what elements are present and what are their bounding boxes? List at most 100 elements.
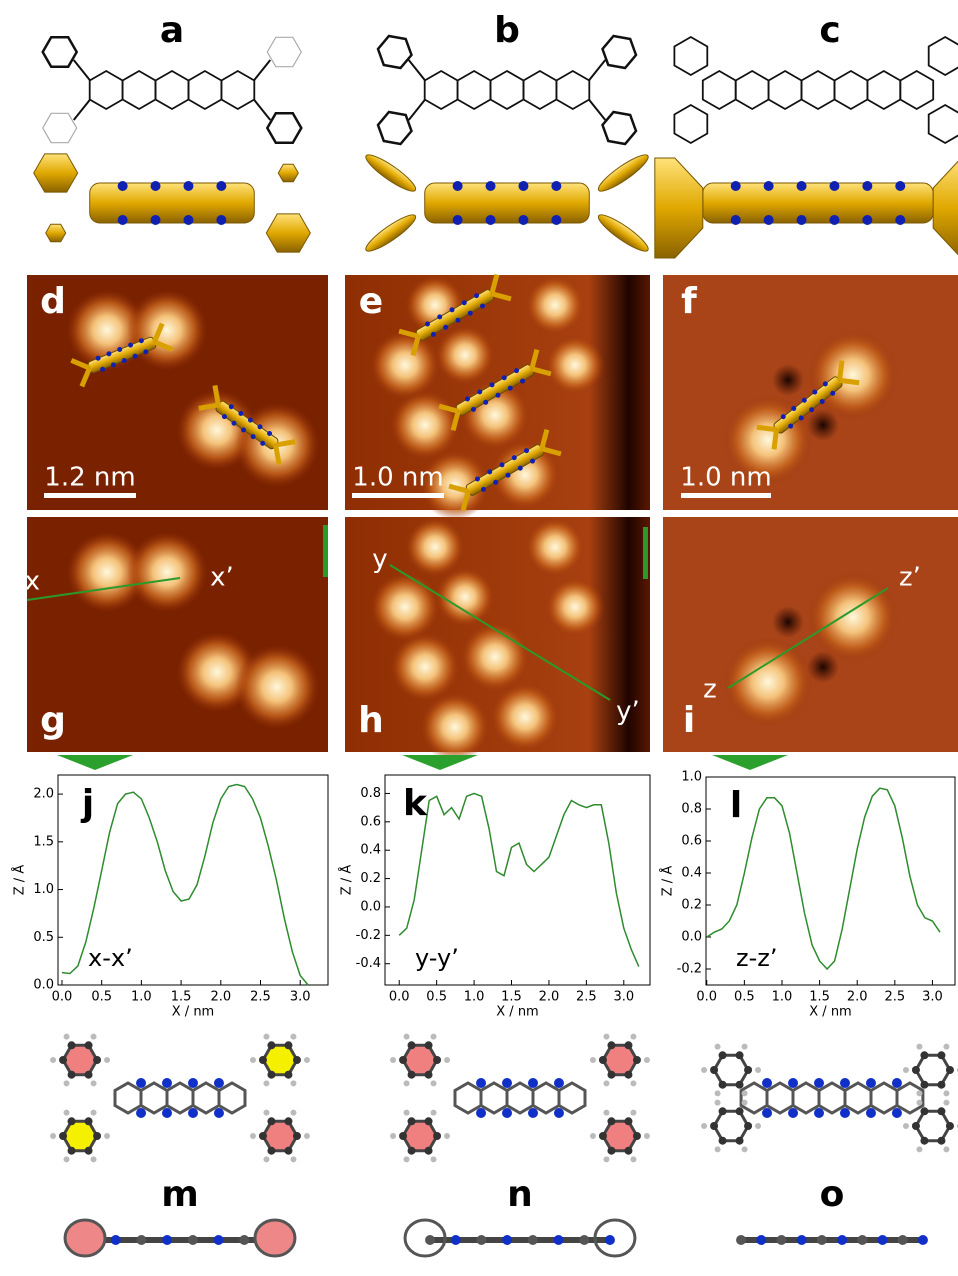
atom-h (742, 1044, 748, 1050)
atom-c (293, 1056, 301, 1064)
panel-label: i (683, 700, 695, 741)
structure-ring (43, 37, 77, 66)
x-tick-label: 0.5 (426, 990, 447, 1005)
structure-ring (524, 71, 557, 109)
atom-h (404, 1034, 410, 1040)
atom (554, 1235, 564, 1245)
stm-blob (545, 577, 605, 637)
structure-ring (835, 71, 868, 109)
bond (409, 60, 425, 80)
atom-c (920, 1107, 928, 1115)
atom-c (284, 1071, 292, 1079)
x-tick-label: 0.0 (389, 990, 410, 1005)
atom-h (263, 1034, 269, 1040)
x-tick-label: 2.5 (884, 990, 905, 1005)
y-axis-label: Z / Å (660, 866, 676, 897)
atom-n (162, 1078, 172, 1088)
atom-n (814, 1078, 824, 1088)
atom-h (715, 1044, 721, 1050)
atom-c (607, 1147, 615, 1155)
model-ring (559, 1083, 585, 1113)
structure-ring (802, 71, 835, 109)
atom (756, 1235, 766, 1245)
atom-h (50, 1057, 56, 1063)
atom-c (946, 1122, 954, 1130)
atom-c (284, 1041, 292, 1049)
model-ring (916, 1111, 950, 1140)
atom-c (85, 1147, 93, 1155)
nitrogen (486, 215, 496, 225)
atom-h (916, 1044, 922, 1050)
bond (254, 100, 270, 120)
y-tick-label: 0.8 (681, 802, 702, 817)
x-tick-label: 3.0 (290, 990, 311, 1005)
atom-c (736, 1137, 744, 1145)
atom-h (603, 1034, 609, 1040)
atom-h (590, 1057, 596, 1063)
nitrogen (895, 215, 905, 225)
atom (162, 1235, 172, 1245)
atom-h (104, 1133, 110, 1139)
atom (898, 1235, 908, 1245)
y-tick-label: 0.0 (360, 899, 381, 914)
model-ring (767, 1083, 793, 1113)
model-ring (871, 1083, 897, 1113)
structure-ring (425, 71, 458, 109)
model-ring (603, 1045, 637, 1074)
structure-ring (267, 113, 301, 142)
nitrogen (764, 215, 774, 225)
arrow (57, 755, 133, 770)
atom-h (64, 1110, 70, 1116)
atom-c (744, 1066, 752, 1074)
atom-h (404, 1110, 410, 1116)
atom-h (644, 1057, 650, 1063)
gold-core (90, 183, 255, 223)
x-tick-label: 1.0 (131, 990, 152, 1005)
gold-ring (595, 210, 652, 256)
atom-h (91, 1110, 97, 1116)
y-tick-label: 0.6 (360, 814, 381, 829)
atom (817, 1235, 827, 1245)
arrow (712, 755, 788, 770)
atom-h (390, 1133, 396, 1139)
stm-blob (460, 622, 530, 692)
atom-c (85, 1041, 93, 1049)
gold-ring (266, 214, 310, 252)
atom-h (64, 1080, 70, 1086)
atom-c (624, 1147, 632, 1155)
y-tick-label: 1.0 (681, 770, 702, 785)
atom (111, 1235, 121, 1245)
atom-h (644, 1133, 650, 1139)
atom-h (916, 1100, 922, 1106)
structure-ring (674, 105, 707, 143)
atom-n (554, 1108, 564, 1118)
bond (409, 100, 425, 120)
atom-c (607, 1117, 615, 1125)
atom-h (943, 1044, 949, 1050)
panel-label: o (820, 1174, 845, 1215)
atom-h (304, 1057, 310, 1063)
structure-ring (929, 105, 958, 143)
atom-h (742, 1090, 748, 1096)
stm-hole (772, 364, 804, 396)
y-tick-label: 0.5 (33, 930, 54, 945)
model-ring (897, 1083, 923, 1113)
atom-c (937, 1137, 945, 1145)
structure-ring (736, 71, 769, 109)
x-tick-label: 3.0 (613, 990, 634, 1005)
atom-c (946, 1066, 954, 1074)
structure-ring (900, 71, 933, 109)
color-bar (323, 525, 328, 577)
atom-c (425, 1117, 433, 1125)
atom (776, 1235, 786, 1245)
atom-n (162, 1108, 172, 1118)
atom-h (263, 1110, 269, 1116)
atom-n (188, 1078, 198, 1088)
nitrogen (518, 181, 528, 191)
atom-c (710, 1066, 718, 1074)
gold-ring (34, 154, 78, 192)
structure-ring (123, 71, 156, 109)
atom-c (912, 1122, 920, 1130)
stm-blob (545, 335, 605, 395)
profile (399, 793, 639, 966)
